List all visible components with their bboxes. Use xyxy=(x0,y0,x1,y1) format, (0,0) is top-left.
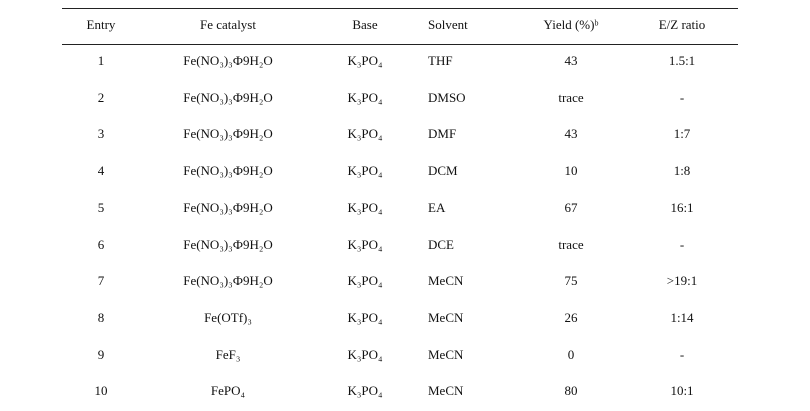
yield-cell: trace xyxy=(558,236,584,252)
base-cell: K₃PO₄ xyxy=(347,126,383,142)
catalyst-cell: Fe(OTf)₃ xyxy=(204,309,252,325)
base-cell: K₃PO₄ xyxy=(347,346,383,362)
solvent-cell: DCM xyxy=(428,163,458,179)
base-cell: K₃PO₄ xyxy=(347,273,383,289)
entry-cell: 2 xyxy=(97,89,105,105)
entry-cell: 4 xyxy=(97,163,105,179)
catalyst-cell: Fe(NO₃)₃Ф9H₂O xyxy=(183,163,273,179)
ez-ratio-cell: 10:1 xyxy=(670,383,694,399)
base-cell: K₃PO₄ xyxy=(347,53,383,68)
entry-cell: 7 xyxy=(97,273,105,289)
catalyst-cell: Fe(NO₃)₃Ф9H₂O xyxy=(183,53,273,68)
base-cell: K₃PO₄ xyxy=(347,236,383,252)
catalyst-cell: Fe(NO₃)₃Ф9H₂O xyxy=(183,89,273,105)
entry-cell: 8 xyxy=(97,309,105,325)
entry-cell: 3 xyxy=(97,126,105,142)
header-ez-ratio: E/Z ratio xyxy=(658,17,706,32)
catalyst-cell: Fe(NO₃)₃Ф9H₂O xyxy=(183,236,273,252)
ez-ratio-cell: 16:1 xyxy=(670,199,694,215)
ez-ratio-cell: 1:8 xyxy=(673,163,691,179)
header-entry: Entry xyxy=(86,17,116,32)
entry-cell: 9 xyxy=(97,346,105,362)
base-cell: K₃PO₄ xyxy=(347,383,383,399)
solvent-cell: THF xyxy=(428,53,453,68)
ez-ratio-cell: - xyxy=(679,236,685,252)
base-cell: K₃PO₄ xyxy=(347,309,383,325)
catalyst-cell: Fe(NO₃)₃Ф9H₂O xyxy=(183,126,273,142)
entry-cell: 6 xyxy=(97,236,105,252)
top-rule xyxy=(62,8,738,9)
header-solvent: Solvent xyxy=(428,17,468,32)
catalyst-cell: Fe(NO₃)₃Ф9H₂O xyxy=(183,273,273,289)
yield-cell: 26 xyxy=(564,309,578,325)
yield-cell: 43 xyxy=(564,126,578,142)
header-yield: Yield (%)ᵇ xyxy=(543,17,599,32)
catalyst-cell: Fe(NO₃)₃Ф9H₂O xyxy=(183,199,273,215)
solvent-cell: MeCN xyxy=(428,383,464,399)
solvent-cell: DCE xyxy=(428,236,454,252)
entry-cell: 10 xyxy=(94,383,108,399)
header-catalyst: Fe catalyst xyxy=(200,17,256,32)
ez-ratio-cell: - xyxy=(679,346,685,362)
base-cell: K₃PO₄ xyxy=(347,89,383,105)
yield-cell: 10 xyxy=(564,163,578,179)
ez-ratio-cell: 1:14 xyxy=(670,309,694,325)
yield-cell: 0 xyxy=(567,346,575,362)
solvent-cell: MeCN xyxy=(428,273,464,289)
solvent-cell: DMF xyxy=(428,126,457,142)
ez-ratio-cell: 1.5:1 xyxy=(668,53,696,68)
entry-cell: 5 xyxy=(97,199,105,215)
solvent-cell: EA xyxy=(428,199,446,215)
yield-cell: 75 xyxy=(564,273,578,289)
yield-cell: 43 xyxy=(564,53,578,68)
yield-cell: trace xyxy=(558,89,584,105)
yield-cell: 67 xyxy=(564,199,578,215)
solvent-cell: MeCN xyxy=(428,346,464,362)
solvent-cell: MeCN xyxy=(428,309,464,325)
base-cell: K₃PO₄ xyxy=(347,199,383,215)
ez-ratio-cell: - xyxy=(679,89,685,105)
base-cell: K₃PO₄ xyxy=(347,163,383,179)
catalyst-cell: FeF₃ xyxy=(215,346,241,362)
solvent-cell: DMSO xyxy=(428,89,466,105)
ez-ratio-cell: >19:1 xyxy=(666,273,698,289)
header-base: Base xyxy=(352,17,378,32)
header-rule xyxy=(62,44,738,45)
ez-ratio-cell: 1:7 xyxy=(673,126,691,142)
yield-cell: 80 xyxy=(564,383,578,399)
entry-cell: 1 xyxy=(97,53,105,68)
catalyst-cell: FePO₄ xyxy=(210,383,246,399)
